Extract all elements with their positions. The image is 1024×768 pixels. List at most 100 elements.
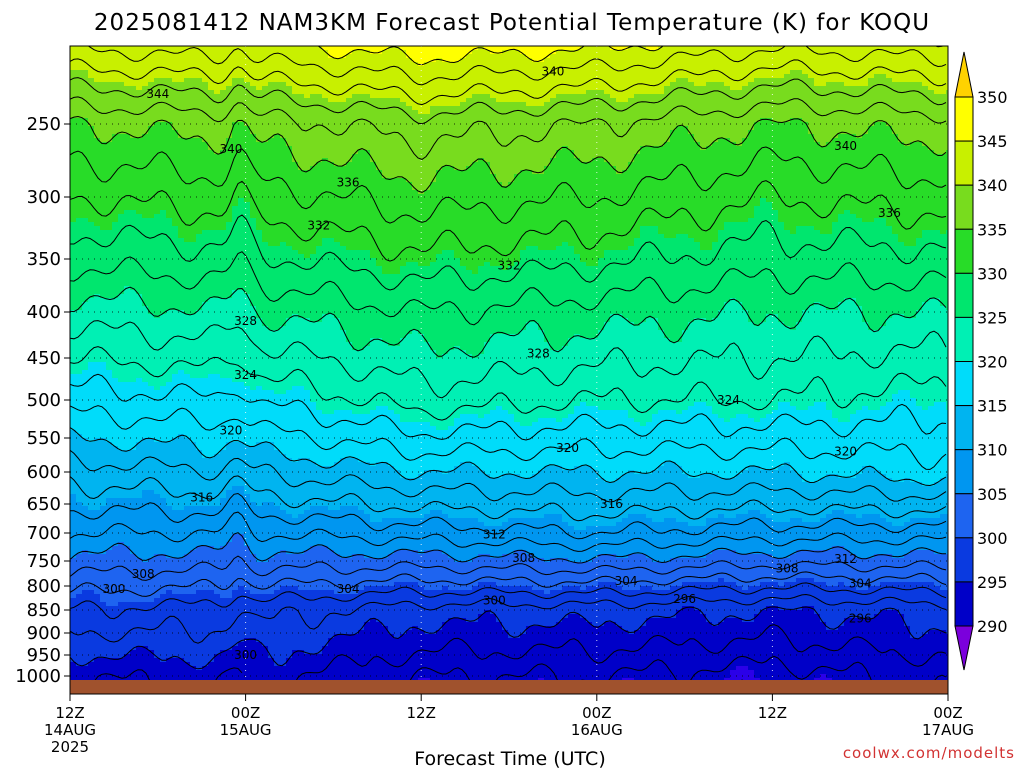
fill-cell	[436, 54, 443, 59]
fill-cell	[724, 146, 731, 151]
fill-cell	[406, 54, 413, 59]
fill-cell	[928, 166, 935, 171]
fill-cell	[880, 146, 887, 151]
fill-cell	[118, 74, 125, 79]
fill-cell	[502, 138, 509, 143]
fill-cell	[268, 74, 275, 79]
fill-cell	[244, 170, 251, 175]
fill-cell	[706, 154, 713, 159]
fill-cell	[352, 98, 359, 103]
fill-cell	[352, 150, 359, 155]
fill-cell	[586, 70, 593, 75]
fill-cell	[838, 62, 845, 67]
fill-cell	[778, 94, 785, 99]
fill-cell	[544, 90, 551, 95]
fill-cell	[298, 86, 305, 91]
fill-cell	[550, 178, 557, 183]
fill-cell	[628, 138, 635, 143]
fill-cell	[436, 170, 443, 175]
fill-cell	[484, 70, 491, 75]
fill-cell	[742, 114, 749, 119]
fill-cell	[622, 146, 629, 151]
fill-cell	[202, 162, 209, 167]
fill-cell	[778, 158, 785, 163]
fill-cell	[766, 102, 773, 107]
fill-cell	[862, 106, 869, 111]
fill-cell	[214, 54, 221, 59]
fill-cell	[214, 70, 221, 75]
fill-cell	[130, 74, 137, 79]
fill-cell	[496, 158, 503, 163]
fill-cell	[844, 166, 851, 171]
fill-cell	[862, 146, 869, 151]
fill-cell	[232, 110, 239, 115]
fill-cell	[466, 58, 473, 63]
fill-cell	[832, 158, 839, 163]
fill-cell	[880, 130, 887, 135]
fill-cell	[598, 50, 605, 55]
fill-cell	[586, 102, 593, 107]
fill-cell	[904, 130, 911, 135]
fill-cell	[310, 90, 317, 95]
fill-cell	[268, 126, 275, 131]
fill-cell	[664, 98, 671, 103]
fill-cell	[262, 62, 269, 67]
fill-cell	[424, 150, 431, 155]
fill-cell	[922, 170, 929, 175]
fill-cell	[502, 110, 509, 115]
fill-cell	[184, 102, 191, 107]
fill-cell	[184, 106, 191, 111]
fill-cell	[526, 110, 533, 115]
fill-cell	[454, 66, 461, 71]
fill-cell	[622, 150, 629, 155]
fill-cell	[142, 102, 149, 107]
fill-cell	[586, 58, 593, 63]
fill-cell	[946, 74, 948, 79]
fill-cell	[358, 146, 365, 151]
fill-cell	[460, 142, 467, 147]
fill-cell	[118, 66, 125, 71]
fill-cell	[292, 106, 299, 111]
fill-cell	[670, 130, 677, 135]
fill-cell	[88, 150, 95, 155]
fill-cell	[142, 98, 149, 103]
fill-cell	[706, 102, 713, 107]
fill-cell	[718, 82, 725, 87]
fill-cell	[340, 130, 347, 135]
fill-cell	[508, 94, 515, 99]
fill-cell	[904, 58, 911, 63]
fill-cell	[142, 46, 149, 51]
fill-cell	[202, 122, 209, 127]
fill-cell	[760, 58, 767, 63]
fill-cell	[94, 66, 101, 71]
fill-cell	[544, 166, 551, 171]
fill-cell	[94, 134, 101, 139]
fill-cell	[928, 122, 935, 127]
fill-cell	[574, 62, 581, 67]
fill-cell	[136, 50, 143, 55]
fill-cell	[904, 62, 911, 67]
fill-cell	[616, 70, 623, 75]
fill-cell	[496, 98, 503, 103]
fill-cell	[742, 162, 749, 167]
fill-cell	[658, 54, 665, 59]
fill-cell	[214, 74, 221, 79]
fill-cell	[448, 46, 455, 51]
fill-cell	[484, 166, 491, 171]
fill-cell	[934, 118, 941, 123]
fill-cell	[424, 98, 431, 103]
fill-cell	[112, 50, 119, 55]
fill-cell	[802, 166, 809, 171]
fill-cell	[598, 126, 605, 131]
fill-cell	[460, 98, 467, 103]
fill-cell	[586, 154, 593, 159]
fill-cell	[586, 130, 593, 135]
fill-cell	[484, 94, 491, 99]
fill-cell	[472, 150, 479, 155]
fill-cell	[220, 170, 227, 175]
fill-cell	[706, 158, 713, 163]
fill-cell	[184, 150, 191, 155]
fill-cell	[400, 94, 407, 99]
fill-cell	[166, 62, 173, 67]
fill-cell	[850, 74, 857, 79]
